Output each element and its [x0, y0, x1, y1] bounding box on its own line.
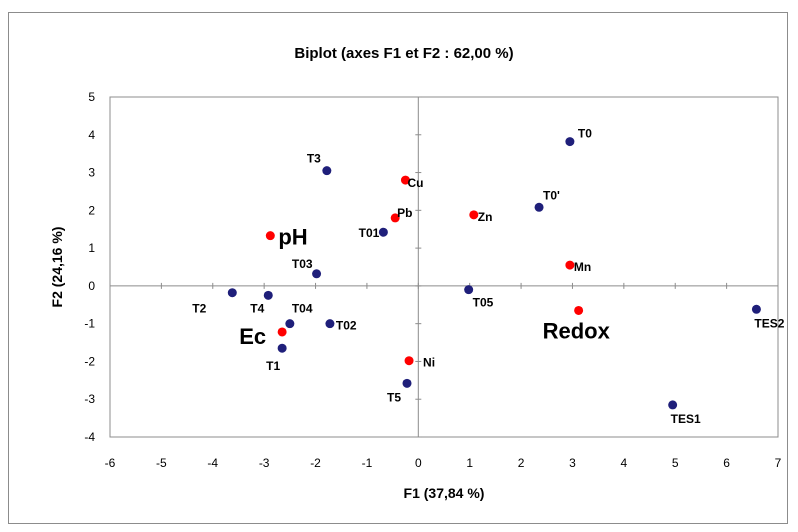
y-tick-label: -3: [84, 392, 95, 406]
point-label: Pb: [397, 206, 412, 220]
tick-labels: -6 -5 -4 -3 -2 -1 0 1 2 3 4 5 6 7 -4 -3 -2 -1 0 1 2 3 4 5: [84, 90, 781, 470]
point-label: T4: [250, 301, 264, 315]
points-layer: [227, 137, 761, 410]
variable-point: [400, 175, 410, 185]
x-tick-label: -3: [259, 456, 270, 470]
x-tick-label: 7: [775, 456, 782, 470]
variable-point: [390, 213, 400, 223]
point-label: T01: [359, 226, 380, 240]
point-label: pH: [278, 225, 307, 250]
observation-point: [402, 378, 412, 388]
variable-point: [265, 231, 275, 241]
chart-title: Biplot (axes F1 et F2 : 62,00 %): [294, 45, 513, 62]
x-tick-label: 2: [518, 456, 525, 470]
point-label: Mn: [574, 260, 591, 274]
point-label: T05: [473, 296, 494, 310]
observation-point: [668, 400, 678, 410]
point-label: T0: [578, 127, 592, 141]
observation-point: [263, 290, 273, 300]
observation-point: [751, 304, 761, 314]
point-label: Cu: [407, 176, 423, 190]
variable-point: [277, 327, 287, 337]
point-label: TES1: [671, 412, 701, 426]
y-tick-label: 4: [88, 128, 95, 142]
x-tick-label: 5: [672, 456, 679, 470]
y-tick-label: -2: [84, 354, 95, 368]
y-tick-label: -4: [84, 430, 95, 444]
observation-point: [534, 202, 544, 212]
observation-point: [378, 227, 388, 237]
point-labels: T0 T0' T3 T01 T03 T2 T4 T04 T02 T1 T05 T5 TES1 TES2 Cu…: [192, 127, 784, 426]
point-label: Zn: [478, 210, 493, 224]
plot-area: [109, 96, 779, 438]
x-axis-label: F1 (37,84 %): [404, 485, 485, 501]
y-tick-label: 2: [88, 203, 95, 217]
x-tick-label: 0: [415, 456, 422, 470]
point-label: T0': [543, 188, 560, 202]
x-tick-label: 3: [569, 456, 576, 470]
x-tick-label: -4: [207, 456, 218, 470]
y-tick-label: 5: [88, 90, 95, 104]
x-tick-label: 1: [466, 456, 473, 470]
y-tick-label: 3: [88, 166, 95, 180]
x-tick-label: -1: [362, 456, 373, 470]
point-label: T03: [292, 257, 313, 271]
y-tick-label: -1: [84, 317, 95, 331]
y-tick-label: 0: [88, 279, 95, 293]
x-tick-label: 4: [621, 456, 628, 470]
variable-point: [404, 356, 414, 366]
x-tick-label: -6: [105, 456, 116, 470]
observation-point: [322, 166, 332, 176]
x-tick-label: -5: [156, 456, 167, 470]
point-label: T5: [387, 390, 401, 404]
point-label: T04: [292, 302, 313, 316]
point-label: Redox: [543, 318, 611, 343]
observation-point: [227, 288, 237, 298]
variable-point: [469, 210, 479, 220]
point-label: Ni: [423, 356, 435, 370]
y-tick-label: 1: [88, 241, 95, 255]
y-axis-label: F2 (24,16 %): [49, 227, 65, 308]
variable-point: [565, 260, 575, 270]
point-label: T02: [336, 319, 357, 333]
axes-layer: [109, 96, 779, 438]
observation-point: [312, 269, 322, 279]
observation-point: [277, 343, 287, 353]
observation-point: [325, 319, 335, 329]
point-label: Ec: [239, 324, 266, 349]
observation-point: [285, 319, 295, 329]
observation-point: [565, 137, 575, 147]
observation-point: [464, 285, 474, 295]
x-tick-label: -2: [310, 456, 321, 470]
point-label: T2: [192, 302, 206, 316]
point-label: TES2: [754, 316, 784, 330]
point-label: T3: [307, 152, 321, 166]
x-tick-label: 6: [723, 456, 730, 470]
variable-point: [574, 305, 584, 315]
point-label: T1: [266, 359, 280, 373]
